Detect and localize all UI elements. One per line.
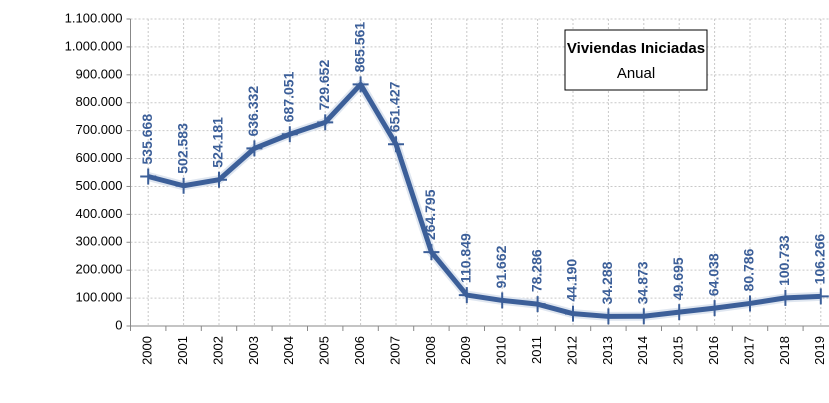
data-label: 524.181 xyxy=(210,117,226,168)
y-tick-label: 900.000 xyxy=(76,66,123,81)
marker xyxy=(812,288,829,305)
x-tick-label: 2009 xyxy=(458,336,473,365)
y-tick-label: 1.100.000 xyxy=(65,10,123,25)
marker xyxy=(529,296,546,313)
marker xyxy=(423,244,440,261)
data-label: 64.038 xyxy=(705,253,721,296)
x-tick-label: 2002 xyxy=(210,336,225,365)
x-tick-label: 2004 xyxy=(281,336,296,365)
y-tick-label: 0 xyxy=(115,317,122,332)
marker xyxy=(777,289,794,306)
marker xyxy=(494,292,511,309)
x-tick-label: 2017 xyxy=(741,336,756,365)
marker xyxy=(742,295,758,312)
plot: 0 100.000 200.000 300.000 400.000 500.000 600.… xyxy=(65,10,829,365)
data-label: 49.695 xyxy=(670,257,686,300)
x-tick-label: 2013 xyxy=(600,336,615,365)
y-tick-label: 700.000 xyxy=(76,122,123,137)
data-label: 91.662 xyxy=(493,245,509,288)
data-label: 34.288 xyxy=(599,261,615,304)
y-tick-label: 500.000 xyxy=(76,178,123,193)
marker xyxy=(211,171,227,188)
marker xyxy=(175,177,192,194)
x-tick-label: 2001 xyxy=(175,336,190,365)
x-tick-label: 2019 xyxy=(812,336,827,365)
data-label: 502.583 xyxy=(174,123,190,174)
marker xyxy=(706,300,723,317)
data-label: 687.051 xyxy=(281,71,297,122)
data-label: 535.668 xyxy=(139,114,155,165)
marker xyxy=(600,308,617,325)
marker xyxy=(317,114,334,131)
y-tick-label: 600.000 xyxy=(76,150,123,165)
data-label: 44.190 xyxy=(564,259,580,302)
chart-title: Viviendas Iniciadas xyxy=(567,40,705,57)
data-label: 100.733 xyxy=(776,235,792,286)
x-tick-label: 2014 xyxy=(635,336,650,365)
marker xyxy=(565,305,581,322)
data-label: 264.795 xyxy=(422,189,438,240)
marker xyxy=(352,76,369,93)
data-label: 80.786 xyxy=(741,248,757,291)
data-label: 636.332 xyxy=(245,86,261,137)
x-tick-label: 2018 xyxy=(777,336,792,365)
x-tick-label: 2015 xyxy=(671,336,686,365)
marker xyxy=(281,126,298,143)
marker xyxy=(140,168,157,185)
y-tick-label: 200.000 xyxy=(76,262,123,277)
data-label: 34.873 xyxy=(635,261,651,304)
marker xyxy=(388,136,404,153)
x-tick-label: 2005 xyxy=(317,336,332,365)
data-label: 110.849 xyxy=(458,233,474,283)
y-tick-label: 100.000 xyxy=(76,290,123,305)
y-tick-label: 1.000.000 xyxy=(65,38,123,53)
marker xyxy=(458,287,475,304)
data-label: 865.561 xyxy=(351,22,367,73)
x-tick-label: 2000 xyxy=(140,336,155,365)
x-tick-label: 2016 xyxy=(706,336,721,365)
y-tick-label: 800.000 xyxy=(76,94,123,109)
legend-box xyxy=(564,29,708,91)
data-label: 651.427 xyxy=(387,81,403,132)
marker xyxy=(246,140,263,157)
x-tick-label: 2006 xyxy=(352,336,367,365)
y-tick-label: 300.000 xyxy=(76,234,123,249)
data-label: 729.652 xyxy=(316,60,332,111)
x-tick-label: 2010 xyxy=(494,336,509,365)
y-tick-label: 400.000 xyxy=(76,206,123,221)
marker xyxy=(671,304,688,321)
data-label: 78.286 xyxy=(528,249,544,292)
x-tick-label: 2012 xyxy=(564,336,579,365)
x-tick-label: 2008 xyxy=(423,336,438,365)
marker xyxy=(635,308,652,325)
chart-subtitle: Anual xyxy=(617,65,655,82)
x-tick-label: 2007 xyxy=(387,336,402,365)
data-label: 106.266 xyxy=(812,234,828,285)
x-tick-label: 2003 xyxy=(246,336,261,365)
x-tick-label: 2011 xyxy=(529,336,544,364)
